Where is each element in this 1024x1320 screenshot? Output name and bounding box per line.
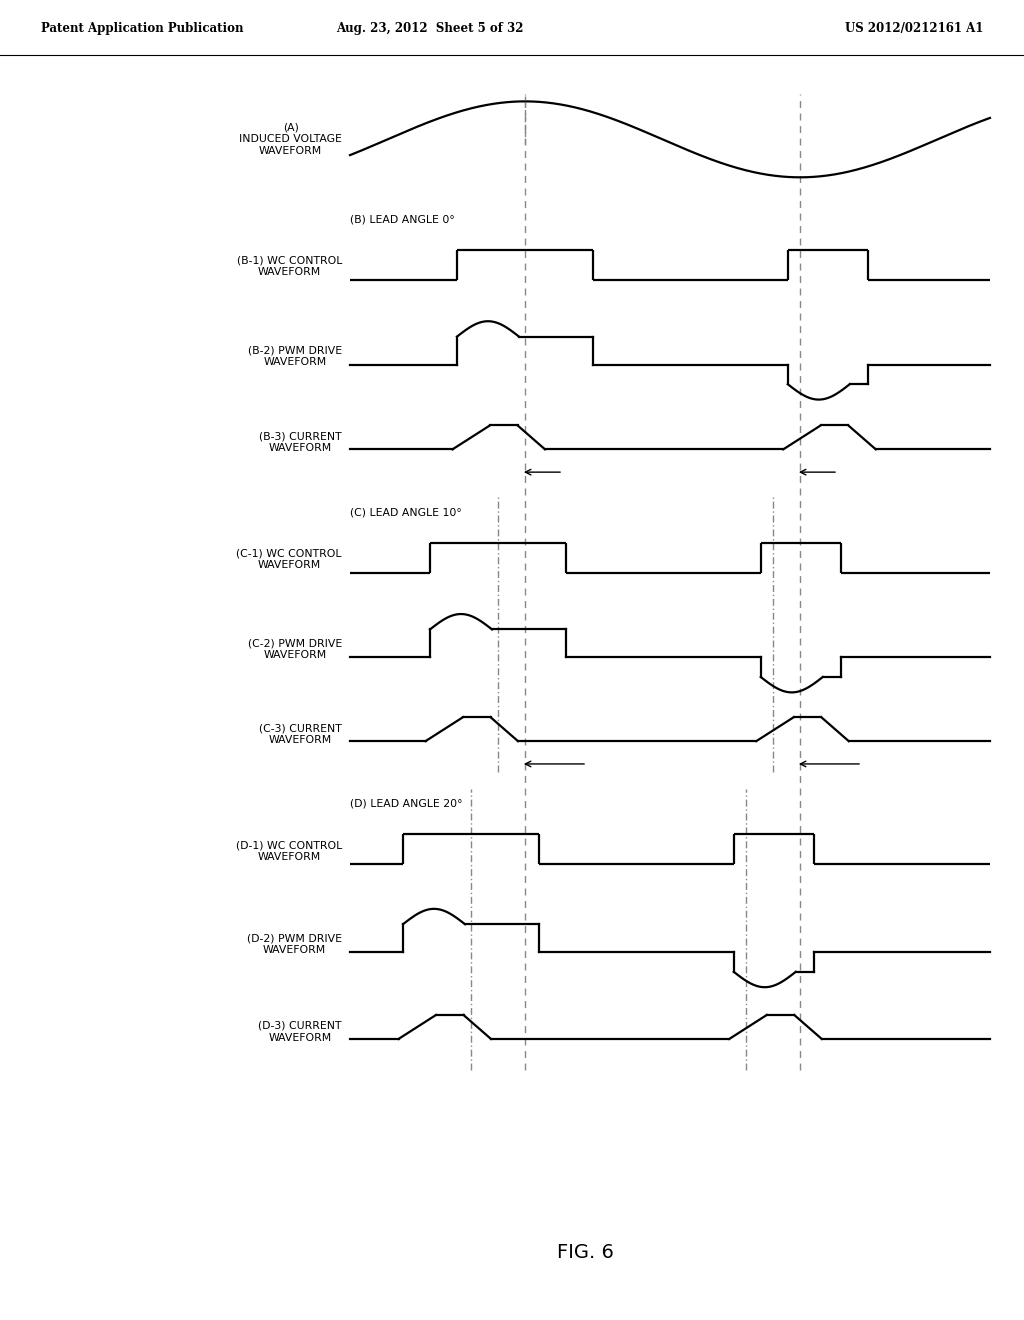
Text: (B-2) PWM DRIVE
WAVEFORM: (B-2) PWM DRIVE WAVEFORM <box>248 346 342 367</box>
Text: (B-3) CURRENT
WAVEFORM: (B-3) CURRENT WAVEFORM <box>259 432 342 453</box>
Text: (D-1) WC CONTROL
WAVEFORM: (D-1) WC CONTROL WAVEFORM <box>236 840 342 862</box>
Text: FIG. 6: FIG. 6 <box>557 1242 613 1262</box>
Text: US 2012/0212161 A1: US 2012/0212161 A1 <box>845 22 983 36</box>
Text: (A)
INDUCED VOLTAGE
WAVEFORM: (A) INDUCED VOLTAGE WAVEFORM <box>240 123 342 156</box>
Text: (C-1) WC CONTROL
WAVEFORM: (C-1) WC CONTROL WAVEFORM <box>237 548 342 570</box>
Text: (B) LEAD ANGLE 0°: (B) LEAD ANGLE 0° <box>350 214 455 224</box>
Text: (C-3) CURRENT
WAVEFORM: (C-3) CURRENT WAVEFORM <box>259 723 342 744</box>
Text: (C-2) PWM DRIVE
WAVEFORM: (C-2) PWM DRIVE WAVEFORM <box>248 638 342 660</box>
Text: Aug. 23, 2012  Sheet 5 of 32: Aug. 23, 2012 Sheet 5 of 32 <box>336 22 524 36</box>
Text: (C) LEAD ANGLE 10°: (C) LEAD ANGLE 10° <box>350 507 462 517</box>
Text: Patent Application Publication: Patent Application Publication <box>41 22 244 36</box>
Text: (D) LEAD ANGLE 20°: (D) LEAD ANGLE 20° <box>350 799 463 809</box>
Text: (D-3) CURRENT
WAVEFORM: (D-3) CURRENT WAVEFORM <box>258 1020 342 1043</box>
Text: (B-1) WC CONTROL
WAVEFORM: (B-1) WC CONTROL WAVEFORM <box>237 256 342 277</box>
Text: (D-2) PWM DRIVE
WAVEFORM: (D-2) PWM DRIVE WAVEFORM <box>247 933 342 954</box>
